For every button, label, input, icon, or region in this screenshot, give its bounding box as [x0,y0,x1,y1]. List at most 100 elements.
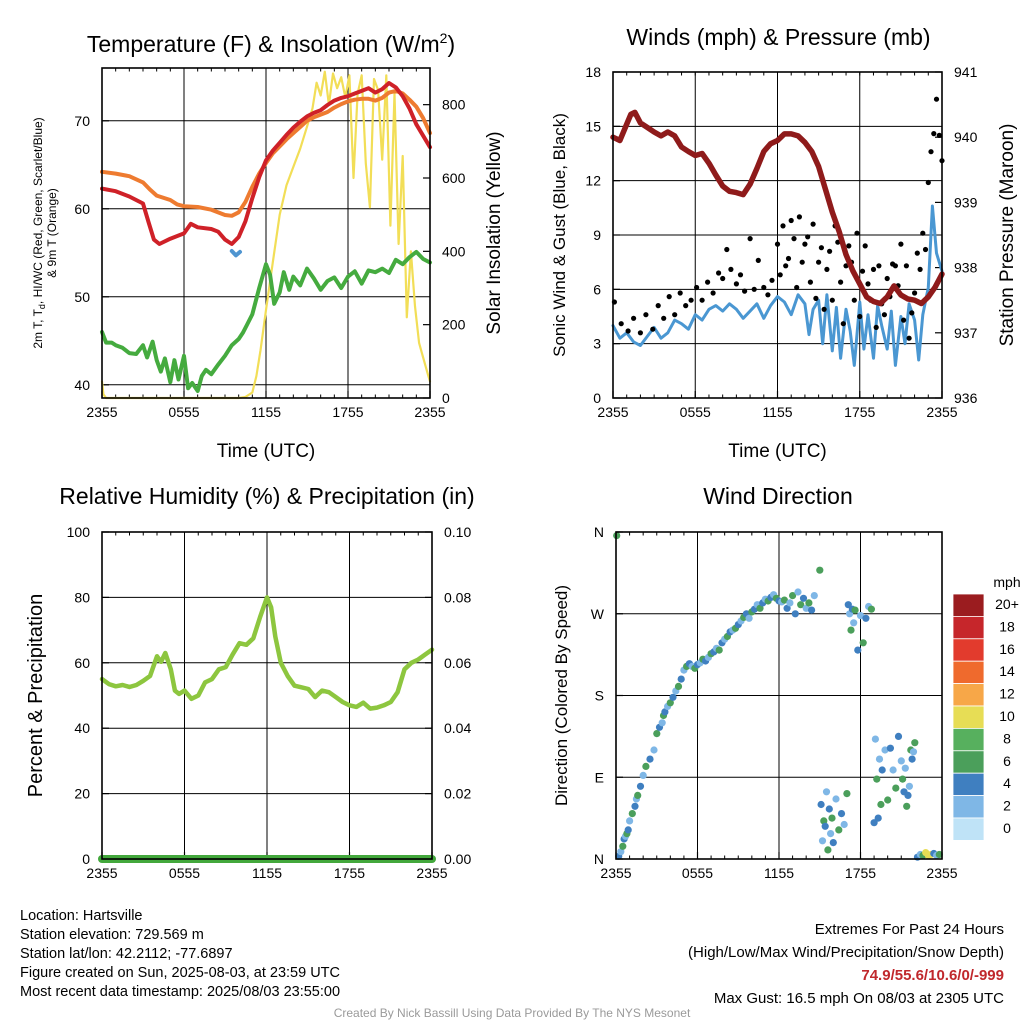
x-tick-label: 1155 [764,865,794,881]
gust-point [873,324,879,330]
y-tick-label: 100 [67,524,91,540]
series-line [229,249,242,258]
x-axis-label: Time (UTC) [217,441,316,462]
colorbar-swatch [952,660,985,685]
x-tick-label: 2355 [597,404,628,420]
y2-tick-label: 0.04 [444,720,471,736]
direction-point [810,592,818,600]
y-tick-label: N [594,524,604,540]
extremes-subtitle: (High/Low/Max Wind/Precipitation/Snow De… [688,944,1004,961]
gust-point [802,241,808,247]
y2-tick-label: 600 [442,170,466,186]
direction-point [799,594,808,602]
series-line [100,249,432,393]
direction-point [854,646,862,654]
direction-point [646,755,654,763]
y-tick-label: W [591,606,605,622]
direction-point [666,699,674,707]
y-tick-label: 9 [593,227,601,243]
colorbar-label: 18 [999,618,1015,634]
direction-point [639,771,647,780]
direction-point [634,791,642,800]
direction-point [871,735,880,743]
direction-point [886,744,895,752]
colorbar-swatch [952,616,985,640]
gust-point [824,266,830,272]
gust-point [625,328,631,334]
gust-point [870,266,877,272]
direction-point [851,606,859,614]
gust-point [840,321,846,327]
direction-point [624,826,632,834]
temperature-insolation-panel: 2355 0555 1155 1755 2355 40 50 60 70 0 200 400 600 80… [31,30,505,462]
colorbar-swatch [952,817,985,841]
gust-point [810,221,816,227]
x-tick-label: 1755 [844,404,875,420]
direction-point [862,614,870,622]
gust-point [742,288,748,294]
gust-point [857,313,863,320]
direction-point [829,839,837,847]
direction-point [894,732,903,741]
station-info: Location: Hartsville Station elevation: … [20,907,340,1002]
plot-border [615,531,943,860]
gust-point [694,284,700,291]
y-tick-label: 3 [593,336,601,352]
credit-line: Created By Nick Bassill Using Data Provi… [333,1006,691,1020]
gust-point [661,315,667,321]
gust-point [761,284,767,291]
x-tick-label: 0555 [168,404,199,420]
y2-tick-label: 800 [442,97,466,113]
gust-point [751,286,757,292]
direction-point [642,762,650,771]
direction-point [650,746,658,754]
direction-point [805,599,813,607]
direction-point [935,850,943,859]
title-superscript: 2 [440,30,448,46]
y2-tick-label: 0.06 [444,655,471,671]
label-part: , HI/WC (Red, Green, Scarlet/Blue) [31,117,45,304]
gust-point [791,236,797,242]
chart-title: Temperature (F) & Insolation (W/m2) [87,30,455,57]
direction-point [877,800,885,809]
y2-tick-label: 937 [954,325,978,341]
y-tick-label: N [594,851,604,867]
direction-point [911,739,919,747]
direction-point [847,626,855,634]
gust-point [922,246,929,253]
gust-point [906,335,912,341]
y-axis-label: Percent & Precipitation [25,594,47,797]
x-tick-label: 0555 [169,865,200,881]
direction-point [619,842,627,850]
direction-point [827,830,835,838]
gust-point [677,290,683,296]
gust-point [862,243,868,249]
gust-point [777,272,783,278]
direction-point [859,639,867,647]
direction-point [835,826,843,834]
gust-point [827,248,833,254]
gust-point [898,241,904,247]
plot-border [101,531,433,860]
x-tick-label: 2355 [86,865,117,881]
direction-point [631,802,639,810]
gust-point [618,321,624,327]
direction-point [626,817,634,825]
y-tick-label: S [595,688,604,704]
series-line [610,109,945,307]
colorbar-label: 10 [999,708,1015,724]
gust-point [851,297,857,303]
y-tick-label: 40 [74,377,90,393]
gust-point [765,292,771,298]
direction-point [904,791,912,800]
direction-point [884,796,892,804]
x-tick-label: 1155 [251,404,281,420]
gust-point [631,315,637,321]
gust-point [903,263,910,269]
gust-point [865,281,871,287]
gust-point [672,312,678,318]
direction-point [905,782,914,790]
direction-point [797,601,805,609]
gust-point [799,259,805,265]
